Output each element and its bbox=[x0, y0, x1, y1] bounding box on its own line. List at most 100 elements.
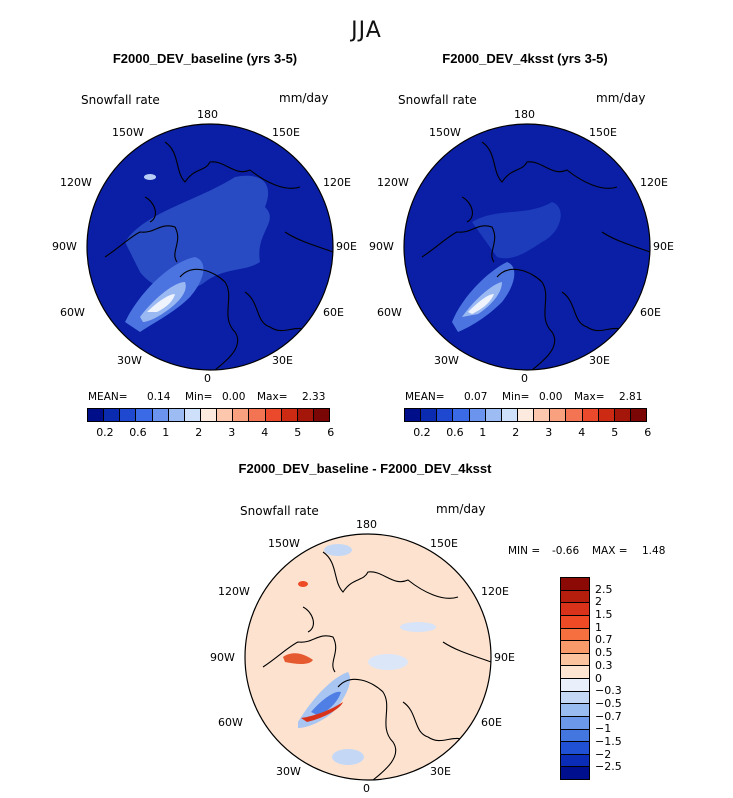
panel3-colorbar-tick: 2.5 bbox=[595, 582, 613, 596]
panel1-mean-label: MEAN= bbox=[88, 391, 128, 403]
panel1-variable-label: Snowfall rate bbox=[81, 93, 160, 107]
panel2-colorbar-ticks: 0.2 0.6 1 2 3 4 5 6 bbox=[404, 426, 651, 440]
panel2-mean-value: 0.07 bbox=[464, 391, 488, 403]
panel1-colorbar-swatch bbox=[249, 409, 266, 421]
panel3-colorbar-swatch bbox=[561, 603, 589, 616]
panel3-colorbar-tick: 1.5 bbox=[595, 608, 613, 622]
panel2-lon-60w: 60W bbox=[377, 306, 402, 319]
panel2-colorbar-swatch bbox=[614, 409, 631, 421]
panel1-lon-180: 180 bbox=[197, 108, 218, 121]
panel2-lon-60e: 60E bbox=[640, 306, 661, 319]
panel1-units-label: mm/day bbox=[279, 91, 329, 105]
panel2-lon-30w: 30W bbox=[434, 354, 459, 367]
panel3-lon-60w: 60W bbox=[218, 716, 243, 729]
panel3-colorbar-tick: −2.5 bbox=[595, 760, 622, 774]
panel1-colorbar-swatch bbox=[120, 409, 137, 421]
panel2-colorbar-tick: 3 bbox=[545, 426, 553, 439]
panel2-colorbar-swatch bbox=[485, 409, 502, 421]
panel3-diff-red-edge-upper bbox=[283, 653, 313, 664]
panel3-colorbar-tick: −0.3 bbox=[595, 684, 622, 698]
panel3-colorbar-swatch bbox=[561, 716, 589, 730]
panel1-coastlines bbox=[104, 141, 333, 370]
panel1-colorbar-swatch bbox=[168, 409, 185, 421]
panel3-lon-90w: 90W bbox=[210, 651, 235, 664]
panel3-colorbar-swatch bbox=[561, 653, 589, 667]
panel2-coastlines bbox=[421, 141, 650, 370]
panel1-colorbar bbox=[87, 408, 330, 422]
panel3-colorbar-swatch bbox=[561, 590, 589, 604]
panel3-colorbar-tick: 0 bbox=[595, 671, 602, 685]
panel3-min-value: -0.66 bbox=[552, 545, 580, 557]
panel3-colorbar-swatch bbox=[561, 578, 589, 591]
panel3-colorbar-tick: −1 bbox=[595, 722, 612, 736]
panel2-colorbar-tick: 1 bbox=[479, 426, 487, 439]
panel3-colorbar-swatch bbox=[561, 742, 589, 755]
panel3-colorbar-tick: 0.5 bbox=[595, 646, 613, 660]
panel2-max-value: 2.81 bbox=[619, 391, 643, 403]
panel2-colorbar-swatch bbox=[421, 409, 438, 421]
panel1-map bbox=[86, 123, 334, 371]
panel1-colorbar-tick: 6 bbox=[327, 426, 335, 439]
panel1-colorbar-swatch bbox=[184, 409, 201, 421]
panel2-colorbar-tick: 2 bbox=[512, 426, 520, 439]
panel1-colorbar-ticks: 0.2 0.6 1 2 3 4 5 6 bbox=[87, 426, 334, 440]
panel1-snow-field-greenland-core bbox=[147, 294, 175, 312]
panel3-colorbar-tick: −2 bbox=[595, 747, 612, 761]
panel3-colorbar-swatch bbox=[561, 691, 589, 705]
panel2-lon-120e: 120E bbox=[640, 176, 668, 189]
panel2-colorbar-tick: 0.2 bbox=[413, 426, 431, 439]
panel2-lon-120w: 120W bbox=[377, 176, 409, 189]
panel3-colorbar-ticks: 2.5 2 1.5 1 0.7 0.5 0.3 0 −0.3 −0.5 −0.7 −1 −1.5 −2 −2… bbox=[595, 577, 645, 780]
panel1-max-label: Max= bbox=[257, 391, 288, 403]
panel3-colorbar-tick: −0.5 bbox=[595, 696, 622, 710]
panel1-colorbar-swatch bbox=[297, 409, 314, 421]
panel3-title: F2000_DEV_baseline - F2000_DEV_4ksst bbox=[238, 461, 492, 476]
panel3-lon-30w: 30W bbox=[276, 765, 301, 778]
panel3-colorbar-tick: 0.3 bbox=[595, 658, 613, 672]
panel1-colorbar-swatch bbox=[88, 409, 105, 421]
panel3-lon-30e: 30E bbox=[430, 765, 451, 778]
panel2-min-label: Min= bbox=[502, 391, 530, 403]
panel1-colorbar-swatch bbox=[265, 409, 282, 421]
panel3-lon-150w: 150W bbox=[268, 537, 300, 550]
panel2-colorbar-tick: 5 bbox=[611, 426, 619, 439]
panel2-colorbar-swatch bbox=[437, 409, 454, 421]
panel1-colorbar-swatch bbox=[233, 409, 250, 421]
panel2-lon-90w: 90W bbox=[369, 240, 394, 253]
panel3-min-label: MIN = bbox=[508, 545, 541, 557]
panel2-colorbar-swatch bbox=[566, 409, 583, 421]
panel3-variable-label: Snowfall rate bbox=[240, 504, 319, 518]
panel2-lon-30e: 30E bbox=[589, 354, 610, 367]
panel1-lon-60w: 60W bbox=[60, 306, 85, 319]
panel1-colorbar-swatch bbox=[281, 409, 298, 421]
panel1-colorbar-swatch bbox=[200, 409, 218, 421]
panel3-colorbar-swatch bbox=[561, 666, 589, 679]
panel2-colorbar-swatch bbox=[501, 409, 518, 421]
panel2-colorbar-swatch bbox=[517, 409, 535, 421]
panel1-colorbar-swatch bbox=[104, 409, 121, 421]
panel2-colorbar-tick: 0.6 bbox=[446, 426, 464, 439]
panel3-colorbar-tick: 1 bbox=[595, 620, 602, 634]
panel1-max-value: 2.33 bbox=[302, 391, 326, 403]
panel3-coastlines bbox=[262, 551, 491, 780]
panel1-min-label: Min= bbox=[185, 391, 213, 403]
panel1-snow-field-broad bbox=[125, 175, 270, 291]
panel3-diff-blue-core bbox=[311, 691, 341, 716]
panel1-snow-spot bbox=[144, 174, 156, 180]
panel3-diff-blue-spot4 bbox=[368, 654, 408, 670]
panel3-colorbar-swatch bbox=[561, 679, 589, 692]
panel1-lon-120w: 120W bbox=[60, 176, 92, 189]
panel1-colorbar-swatch bbox=[217, 409, 234, 421]
panel2-units-label: mm/day bbox=[596, 91, 646, 105]
panel1-lon-150w: 150W bbox=[112, 126, 144, 139]
panel1-mean-value: 0.14 bbox=[147, 391, 171, 403]
panel3-lon-180: 180 bbox=[356, 518, 377, 531]
panel2-min-value: 0.00 bbox=[539, 391, 563, 403]
panel2-lon-90e: 90E bbox=[653, 240, 674, 253]
panel3-diff-red-spot bbox=[298, 581, 308, 587]
panel1-colorbar-swatch bbox=[313, 409, 330, 421]
panel3-colorbar-swatch bbox=[561, 729, 589, 743]
panel3-colorbar-swatch bbox=[561, 754, 589, 768]
panel2-colorbar-tick: 6 bbox=[644, 426, 652, 439]
panel2-colorbar-swatch bbox=[453, 409, 470, 421]
